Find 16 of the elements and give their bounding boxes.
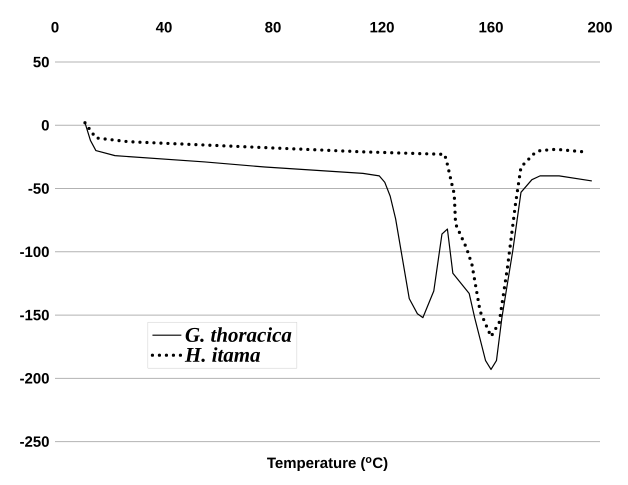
y-tick-label: 0 (42, 120, 49, 131)
x-tick-label: 200 (588, 22, 612, 32)
y-tick-label: 50 (33, 56, 49, 68)
x-tick-label: 160 (479, 22, 503, 32)
x-tick-label: 40 (156, 22, 172, 32)
x-tick-label: 80 (265, 22, 281, 32)
legend-label: H. itama (184, 347, 260, 362)
y-tick-label: -200 (20, 373, 49, 384)
x-axis-title: Temperature ($^{o}$C) (267, 457, 388, 472)
y-tick-label: -50 (28, 183, 49, 194)
x-tick-label: 120 (370, 22, 394, 32)
legend-label: G. thoracica (186, 327, 292, 342)
y-tick-label: -150 (20, 310, 49, 320)
x-tick-label: 0 (51, 22, 59, 32)
y-tick-label: -100 (20, 246, 49, 258)
y-tick-label: -250 (20, 436, 49, 447)
